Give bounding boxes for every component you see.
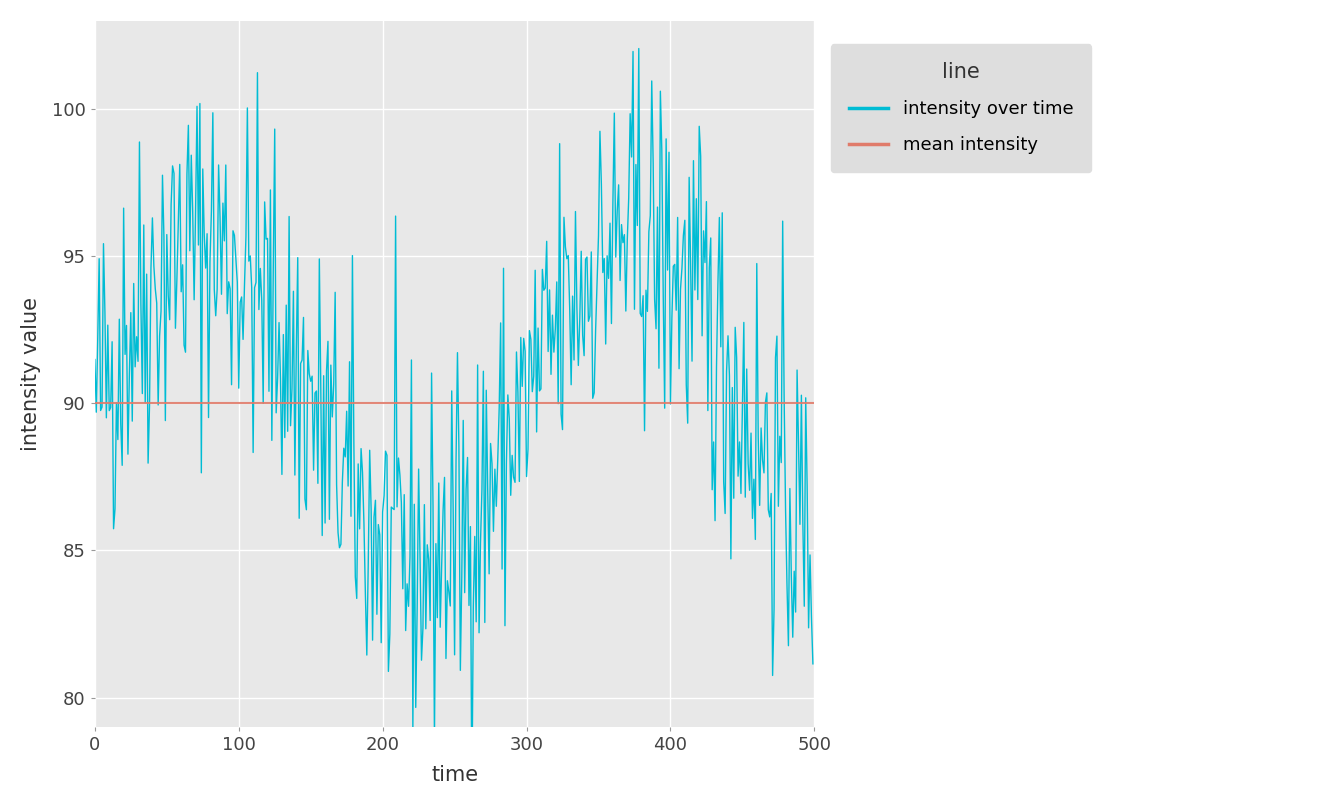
Y-axis label: intensity value: intensity value: [22, 297, 40, 451]
X-axis label: time: time: [431, 765, 478, 785]
Legend: intensity over time, mean intensity: intensity over time, mean intensity: [831, 44, 1091, 172]
